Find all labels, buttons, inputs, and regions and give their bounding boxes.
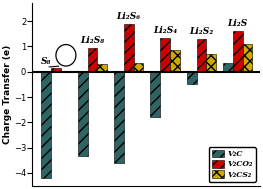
Bar <box>187 72 196 84</box>
Bar <box>243 44 252 72</box>
Text: Li₂S₈: Li₂S₈ <box>80 36 105 45</box>
Bar <box>160 38 170 72</box>
Bar <box>134 63 143 72</box>
Bar <box>233 31 243 72</box>
Bar <box>51 68 61 72</box>
Bar <box>78 72 88 156</box>
Bar <box>61 71 71 72</box>
Bar <box>223 63 233 72</box>
Legend: V₂C, V₂CO₂, V₂CS₂: V₂C, V₂CO₂, V₂CS₂ <box>209 147 256 182</box>
Text: Li₂S₆: Li₂S₆ <box>117 12 141 21</box>
Bar <box>196 39 206 72</box>
Bar <box>124 24 134 72</box>
Bar <box>41 72 51 178</box>
Text: Li₂S: Li₂S <box>227 19 248 28</box>
Bar <box>97 64 107 72</box>
Bar <box>150 72 160 117</box>
Bar <box>114 72 124 163</box>
Bar <box>88 48 97 72</box>
Bar <box>206 53 216 72</box>
Text: S₈: S₈ <box>41 57 52 66</box>
Y-axis label: Charge Transfer (e): Charge Transfer (e) <box>3 45 12 144</box>
Text: Li₂S₂: Li₂S₂ <box>189 27 214 36</box>
Bar <box>170 50 180 72</box>
Text: Li₂S₄: Li₂S₄ <box>153 26 177 35</box>
